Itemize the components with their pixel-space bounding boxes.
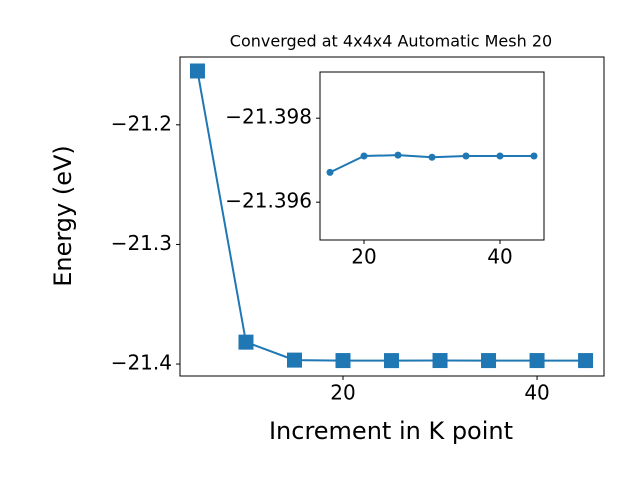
marker [238,334,254,350]
plot-frame [319,71,545,241]
plot-frame [179,56,605,377]
x-tick-label: 40 [524,381,549,405]
marker [481,353,497,369]
y-tick-label: −21.396 [225,189,312,213]
marker [335,353,351,369]
marker [496,152,504,160]
marker [384,353,400,369]
x-axis-label: Increment in K point [269,417,513,445]
x-tick-label: 40 [487,245,512,269]
y-tick-label: −21.2 [111,111,172,135]
marker [462,152,470,160]
marker [529,353,545,369]
marker [530,152,538,160]
chart-title: Converged at 4x4x4 Automatic Mesh 20 [230,32,552,51]
y-axis-label: Energy (eV) [49,145,77,287]
marker [394,151,402,159]
marker [286,352,302,368]
marker [189,63,205,79]
marker [578,353,594,369]
y-tick-label: −21.4 [111,351,172,375]
x-tick-label: 20 [330,381,355,405]
x-tick-label: 20 [351,245,376,269]
marker [360,152,368,160]
marker [326,168,334,176]
marker [432,353,448,369]
y-tick-label: −21.3 [111,231,172,255]
marker [428,153,436,161]
y-tick-label: −21.398 [225,105,312,129]
